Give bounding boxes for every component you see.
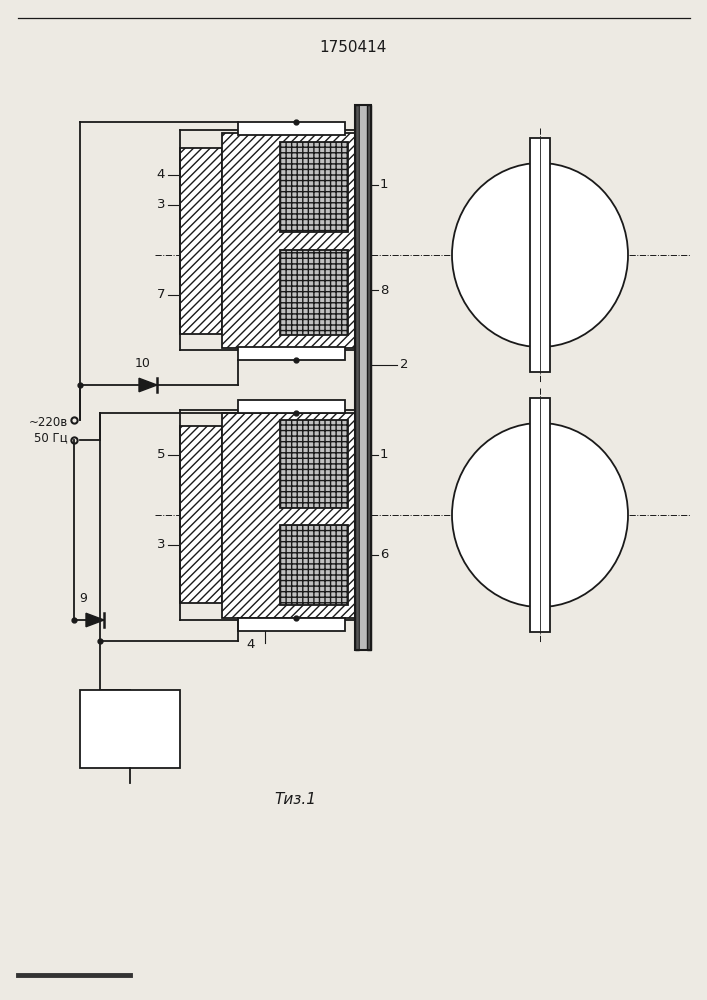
Text: 9: 9 bbox=[79, 592, 87, 605]
Ellipse shape bbox=[452, 163, 628, 347]
Text: 3: 3 bbox=[156, 538, 165, 552]
Bar bbox=[180, 426, 222, 603]
Polygon shape bbox=[139, 378, 157, 392]
Text: 4: 4 bbox=[247, 639, 255, 652]
Text: Τиз.1: Τиз.1 bbox=[274, 792, 316, 808]
Text: 1: 1 bbox=[380, 178, 389, 192]
Bar bbox=[238, 347, 345, 360]
Bar bbox=[222, 413, 355, 618]
Bar bbox=[530, 138, 550, 372]
Text: 4: 4 bbox=[157, 168, 165, 182]
Text: 11: 11 bbox=[120, 722, 139, 736]
Text: 1: 1 bbox=[380, 448, 389, 462]
Bar bbox=[367, 105, 371, 650]
Bar bbox=[280, 250, 348, 335]
Bar bbox=[280, 525, 348, 605]
Ellipse shape bbox=[452, 423, 628, 607]
Bar bbox=[530, 398, 550, 632]
Text: 1750414: 1750414 bbox=[320, 40, 387, 55]
Text: ~220в
50 Гц: ~220в 50 Гц bbox=[29, 416, 68, 444]
Text: 6: 6 bbox=[380, 548, 388, 562]
Text: 8: 8 bbox=[380, 284, 388, 296]
Bar bbox=[280, 420, 348, 508]
Bar bbox=[238, 400, 345, 413]
Bar bbox=[355, 105, 359, 650]
Bar bbox=[280, 142, 348, 232]
Text: 2: 2 bbox=[400, 359, 409, 371]
Bar bbox=[222, 133, 355, 348]
Bar bbox=[355, 105, 371, 650]
Polygon shape bbox=[86, 613, 104, 627]
Bar bbox=[238, 122, 345, 135]
Bar bbox=[80, 690, 180, 768]
Bar bbox=[238, 618, 345, 631]
Bar bbox=[359, 105, 367, 650]
Text: 5: 5 bbox=[156, 448, 165, 462]
Text: 10: 10 bbox=[135, 357, 151, 370]
Text: 3: 3 bbox=[156, 198, 165, 212]
Bar bbox=[180, 148, 222, 334]
Text: 7: 7 bbox=[156, 288, 165, 302]
